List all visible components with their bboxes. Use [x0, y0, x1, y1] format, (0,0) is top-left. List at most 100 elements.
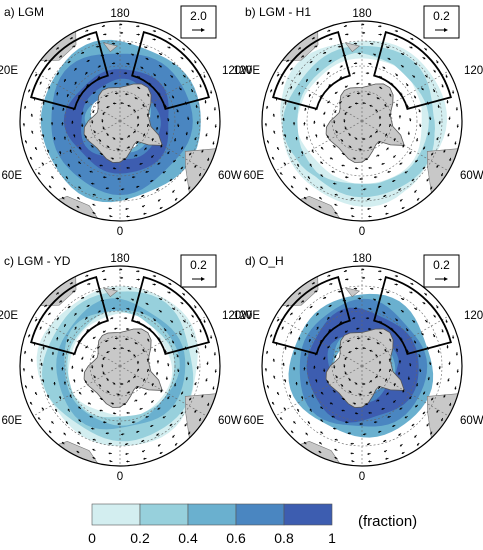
lon-label-120e: 120E — [233, 65, 260, 77]
colorbar: 0 0.2 0.4 0.6 0.8 1 (fraction) — [88, 503, 417, 546]
colorbar-tick: 0.2 — [130, 530, 150, 546]
sector-box-east — [373, 31, 452, 110]
wind-vectors — [22, 268, 217, 463]
meridian-line — [361, 70, 449, 122]
new-zealand-land — [344, 287, 361, 298]
wind-vectors — [264, 268, 459, 463]
lon-label-0: 0 — [117, 226, 123, 238]
meridian-line — [33, 365, 121, 417]
ref-vector-box — [180, 254, 217, 288]
lon-label-60w: 60W — [460, 170, 483, 182]
sector-box-west — [272, 276, 351, 355]
colorbar-swatch — [187, 503, 237, 526]
lon-label-0: 0 — [117, 471, 123, 483]
lon-label-60e: 60E — [244, 170, 265, 182]
ref-vector-arrowhead — [444, 277, 448, 281]
lon-label-120w: 120W — [464, 65, 483, 77]
meridian-line — [361, 120, 449, 172]
meridian-line — [275, 70, 363, 122]
colorbar-tick: 0.6 — [226, 530, 246, 546]
sector-box-east — [131, 276, 210, 355]
map-content — [264, 21, 462, 221]
meridian-line — [33, 315, 121, 367]
colorbar-tick: 0.8 — [274, 530, 294, 546]
lon-label-120e: 120E — [233, 310, 260, 322]
colorbar-tick: 0.4 — [178, 530, 198, 546]
sector-box-west — [30, 276, 109, 355]
latitude-line — [306, 65, 418, 177]
lon-label-0: 0 — [359, 226, 365, 238]
lon-label-120w: 120W — [222, 65, 252, 77]
map-content — [264, 266, 462, 466]
colorbar-tick: 1 — [328, 530, 336, 546]
meridian-line — [275, 120, 363, 172]
sea-ice-band — [316, 319, 413, 418]
meridian-line — [33, 120, 121, 172]
lon-label-120w: 120W — [222, 310, 252, 322]
lon-label-0: 0 — [359, 471, 365, 483]
lon-label-60w: 60W — [218, 170, 242, 182]
meridian-line — [33, 70, 121, 122]
lon-label-60e: 60E — [2, 170, 23, 182]
map-frame — [261, 20, 463, 222]
colorbar-swatch — [283, 503, 333, 526]
ref-vector-arrowhead — [444, 28, 448, 32]
meridian-line — [119, 365, 207, 417]
lon-label-120e: 120E — [0, 310, 18, 322]
panel-title: a) LGM — [4, 5, 44, 19]
meridian-line — [119, 120, 207, 172]
meridian-line — [275, 315, 363, 367]
sector-box-west — [30, 31, 109, 110]
lon-label-180: 180 — [110, 8, 129, 20]
new-zealand-land — [102, 42, 119, 53]
lon-label-60w: 60W — [218, 415, 242, 427]
map-content — [22, 266, 220, 466]
latitude-line — [64, 65, 176, 177]
ref-vector-label: 2.0 — [190, 9, 207, 23]
meridian-line — [361, 365, 449, 417]
meridian-line — [119, 70, 207, 122]
colorbar-label: (fraction) — [358, 513, 417, 530]
panel-title: c) LGM - YD — [4, 254, 71, 268]
meridian-line — [119, 315, 207, 367]
ref-vector-box — [423, 5, 460, 39]
lon-label-180: 180 — [110, 253, 129, 265]
ref-vector-label: 0.2 — [433, 9, 450, 23]
panel-title: b) LGM - H1 — [245, 5, 311, 19]
lon-label-60e: 60E — [244, 415, 265, 427]
colorbar-swatch — [91, 503, 141, 526]
ref-vector-box — [423, 254, 460, 288]
sea-ice-band — [63, 69, 169, 174]
latitude-line — [64, 310, 176, 422]
ref-vector-label: 0.2 — [190, 258, 207, 272]
colorbar-swatch — [235, 503, 285, 526]
map-frame — [19, 265, 221, 467]
colorbar-swatch — [139, 503, 189, 526]
panel-d: 180 0 120E 120W 60E 60W d) O_H 0.2 — [233, 253, 483, 483]
sector-box-east — [131, 31, 210, 110]
wind-vectors — [22, 23, 217, 218]
map-frame — [19, 20, 221, 222]
new-zealand-land — [102, 287, 119, 298]
lon-label-180: 180 — [352, 253, 371, 265]
panel-c: 180 0 120E 120W 60E 60W c) LGM - YD 0.2 — [0, 253, 252, 483]
lon-label-120e: 120E — [0, 65, 18, 77]
meridian-line — [361, 315, 449, 367]
lon-label-180: 180 — [352, 8, 371, 20]
panel-b: 180 0 120E 120W 60E 60W b) LGM - H1 0.2 — [233, 5, 483, 238]
ref-vector-box — [180, 5, 217, 39]
sector-box-west — [272, 31, 351, 110]
lon-label-120w: 120W — [464, 310, 483, 322]
ref-vector-arrowhead — [201, 28, 205, 32]
panel-title: d) O_H — [245, 254, 284, 268]
ref-vector-arrowhead — [201, 277, 205, 281]
meridian-line — [275, 365, 363, 417]
lon-label-60e: 60E — [2, 415, 23, 427]
colorbar-tick: 0 — [88, 530, 96, 546]
ref-vector-label: 0.2 — [433, 258, 450, 272]
map-frame — [261, 265, 463, 467]
lon-label-60w: 60W — [460, 415, 483, 427]
new-zealand-land — [344, 42, 361, 53]
latitude-line — [306, 310, 418, 422]
